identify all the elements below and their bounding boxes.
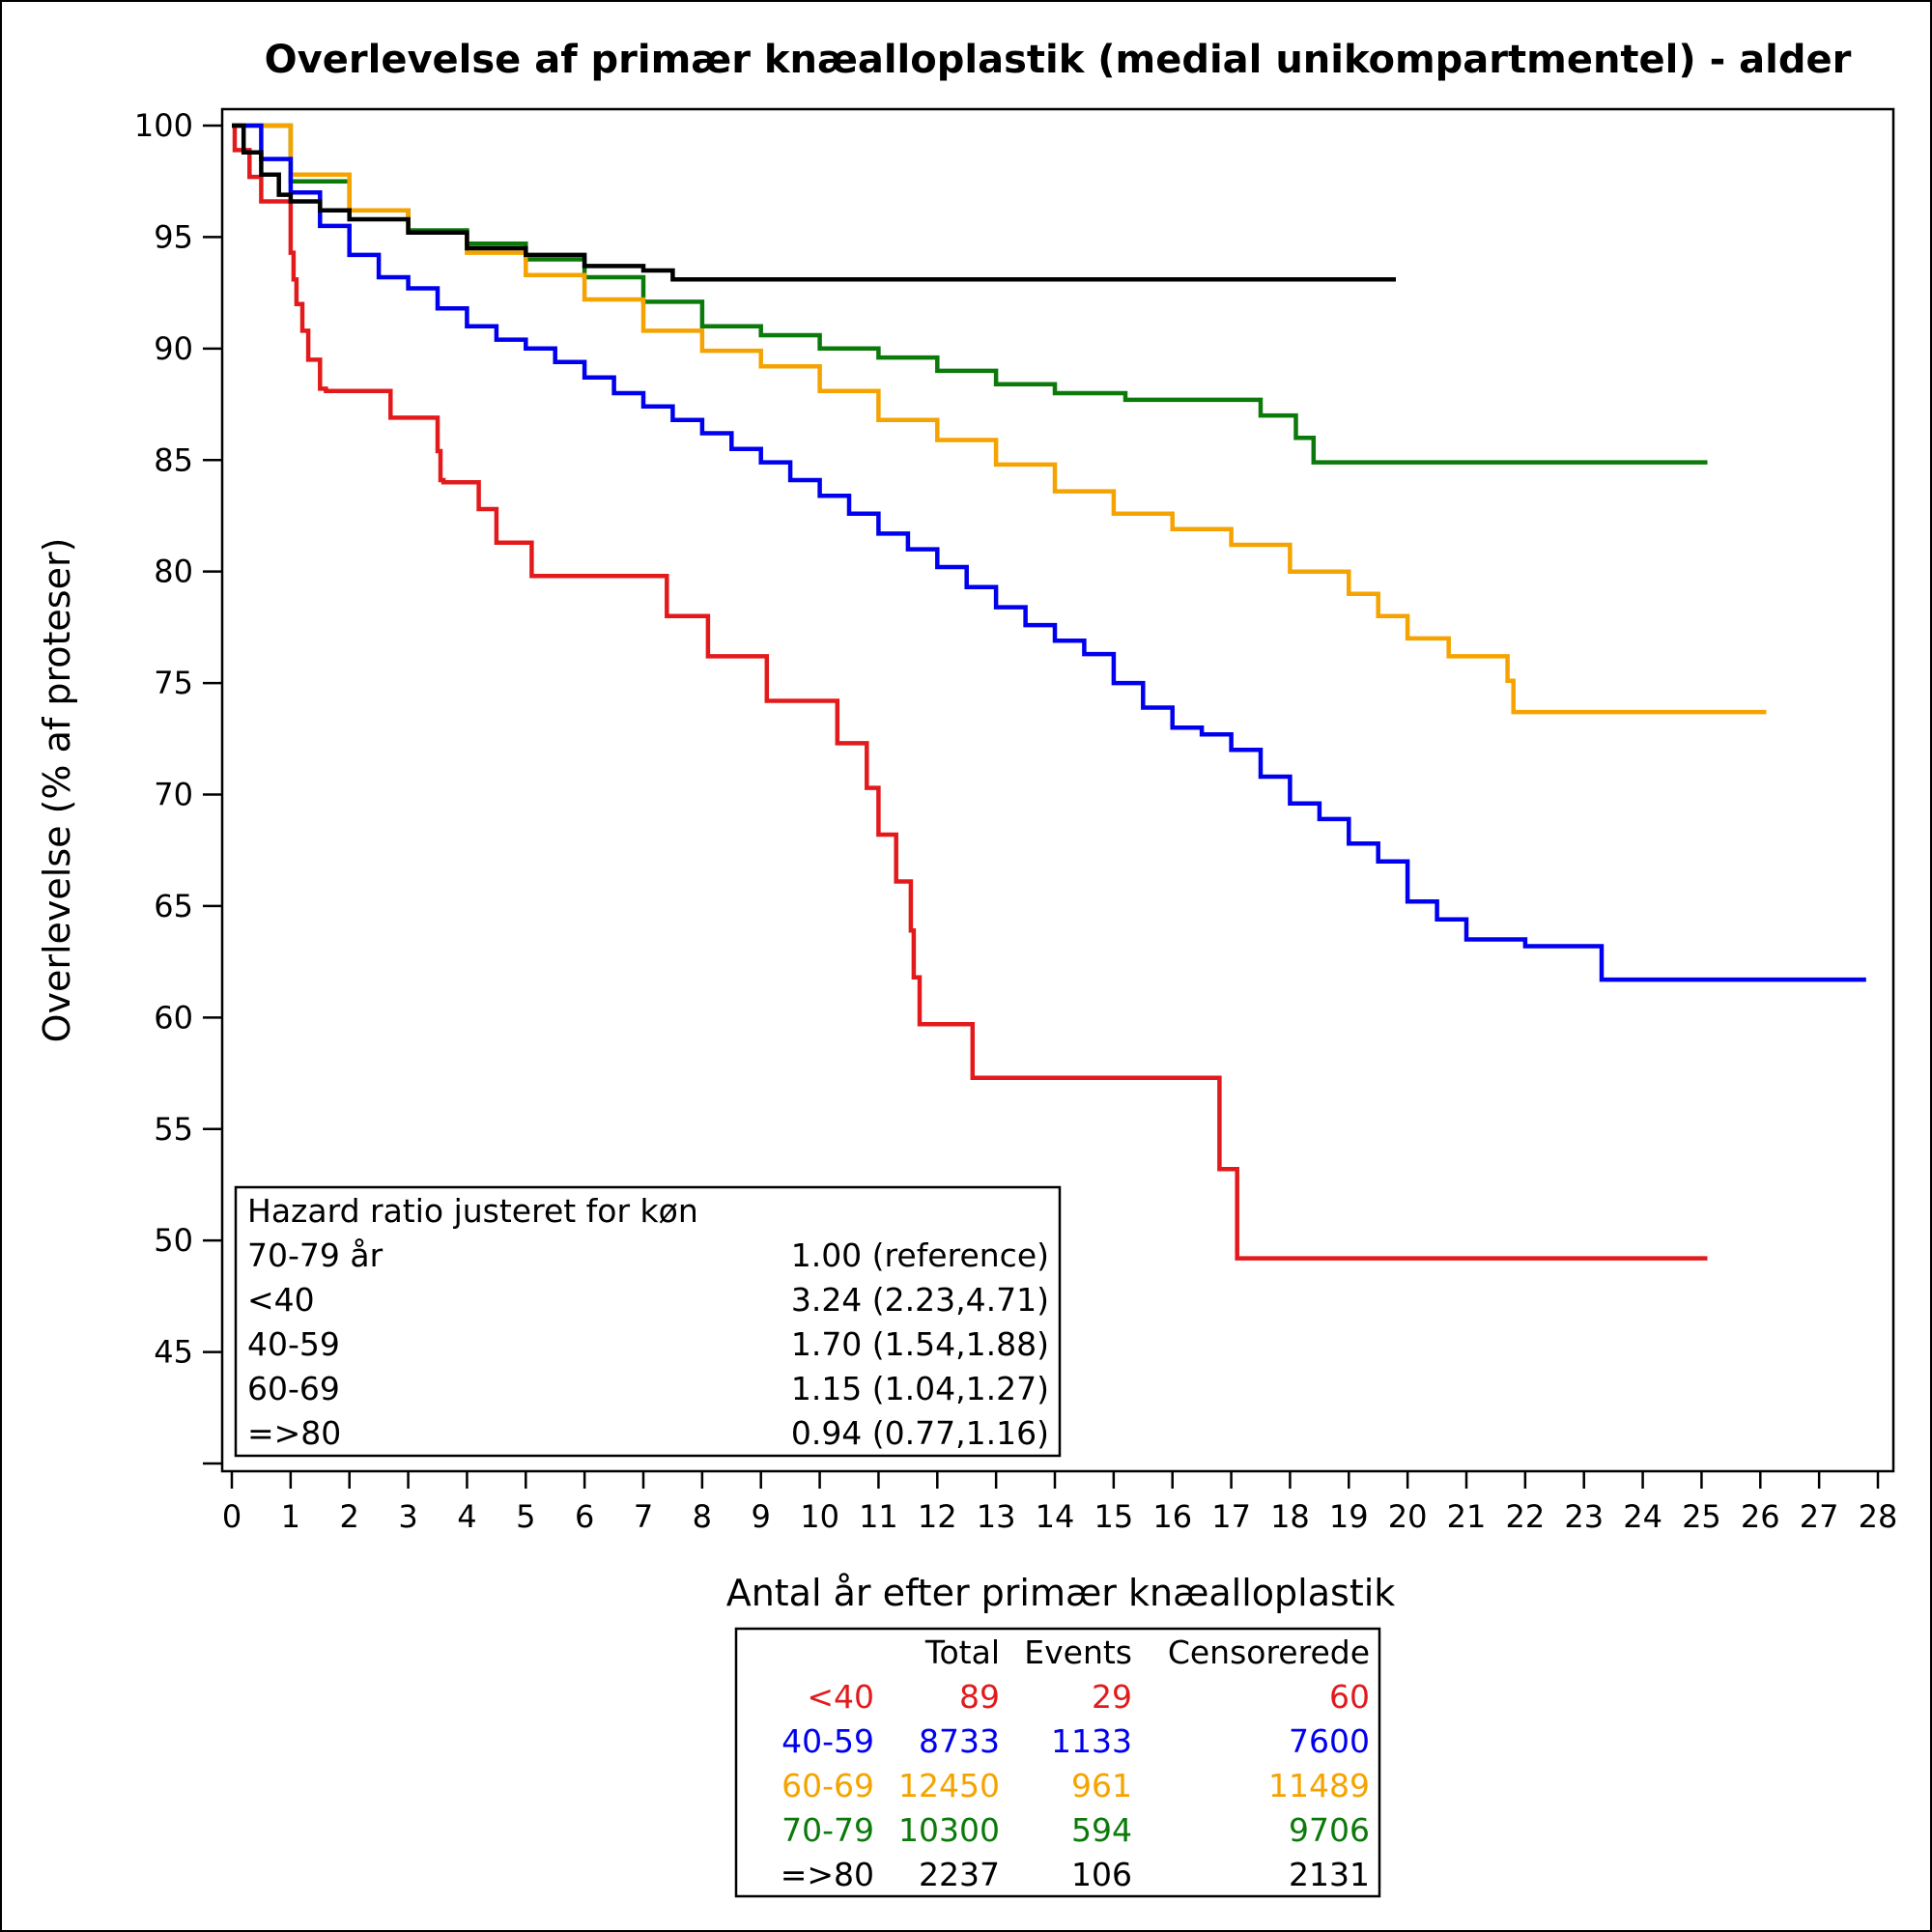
table-cell-events: 29 xyxy=(1092,1678,1132,1716)
series-layer xyxy=(232,123,1866,1261)
y-tick-label: 45 xyxy=(154,1334,193,1371)
hr-row-label: 70-79 år xyxy=(247,1236,384,1274)
x-axis-title: Antal år efter primær knæalloplastik xyxy=(726,1572,1396,1614)
x-tick-label: 26 xyxy=(1741,1498,1780,1535)
y-tick-label: 65 xyxy=(154,888,193,924)
hr-row-value: 3.24 (2.23,4.71) xyxy=(791,1281,1049,1319)
table-cell-censored: 9706 xyxy=(1289,1811,1370,1849)
table-cell-censored: 7600 xyxy=(1289,1722,1370,1760)
table-cell-events: 1133 xyxy=(1051,1722,1132,1760)
table-cell-group: =>80 xyxy=(781,1856,874,1893)
x-tick-label: 6 xyxy=(575,1498,594,1535)
y-tick-label: 50 xyxy=(154,1222,193,1259)
y-tick-label: 95 xyxy=(154,218,193,255)
table-cell-censored: 60 xyxy=(1329,1678,1370,1716)
x-tick-label: 11 xyxy=(859,1498,898,1535)
x-tick-label: 17 xyxy=(1211,1498,1251,1535)
table-cell-total: 12450 xyxy=(898,1767,1000,1804)
counts-table-frame xyxy=(734,1627,1381,1898)
hazard-ratio-frame xyxy=(234,1185,1062,1458)
y-tick-label: 80 xyxy=(154,554,193,590)
table-header-censored: Censorerede xyxy=(1168,1634,1370,1671)
x-tick-label: 23 xyxy=(1564,1498,1604,1535)
series-line-3 xyxy=(232,123,1708,465)
x-tick-label: 20 xyxy=(1388,1498,1428,1535)
x-tick-label: 19 xyxy=(1329,1498,1369,1535)
table-cell-total: 89 xyxy=(959,1678,1000,1716)
table-rows: <40 89 29 60 40-59 8733 1133 7600 60-69 12450 961 1… xyxy=(781,1678,1370,1893)
table-cell-censored: 11489 xyxy=(1268,1767,1370,1804)
series-line-0 xyxy=(232,123,1708,1261)
x-tick-label: 0 xyxy=(222,1498,242,1535)
x-tick-label: 10 xyxy=(800,1498,839,1535)
x-tick-label: 22 xyxy=(1505,1498,1545,1535)
x-tick-label: 24 xyxy=(1623,1498,1662,1535)
x-tick-label: 5 xyxy=(516,1498,535,1535)
table-cell-group: <40 xyxy=(807,1678,874,1716)
table-cell-events: 594 xyxy=(1071,1811,1132,1849)
hr-row-value: 1.70 (1.54,1.88) xyxy=(791,1325,1049,1363)
y-tick-label: 90 xyxy=(154,330,193,367)
y-tick-label: 60 xyxy=(154,999,193,1036)
y-tick-label: 100 xyxy=(134,107,193,144)
table-cell-total: 2237 xyxy=(919,1856,1000,1893)
table-cell-group: 70-79 xyxy=(781,1811,874,1849)
table-cell-events: 106 xyxy=(1071,1856,1132,1893)
hr-row-value: 1.00 (reference) xyxy=(791,1236,1049,1274)
table-header-events: Events xyxy=(1024,1634,1132,1671)
x-tick-label: 14 xyxy=(1036,1498,1075,1535)
x-tick-label: 13 xyxy=(977,1498,1016,1535)
counts-table: Total Events Censorerede <40 89 29 60 40-59 8… xyxy=(734,1627,1381,1898)
y-axis-title: Overlevelse (% af proteser) xyxy=(36,538,78,1043)
x-tick-label: 21 xyxy=(1447,1498,1487,1535)
table-cell-total: 8733 xyxy=(919,1722,1000,1760)
hr-row-value: 0.94 (0.77,1.16) xyxy=(791,1414,1049,1452)
table-header-total: Total xyxy=(924,1634,1000,1671)
y-tick-label: 55 xyxy=(154,1111,193,1148)
series-line-1 xyxy=(232,123,1866,982)
x-tick-label: 1 xyxy=(281,1498,300,1535)
series-line-4 xyxy=(232,123,1396,282)
y-tick-label: 70 xyxy=(154,777,193,813)
hr-row-value: 1.15 (1.04,1.27) xyxy=(791,1370,1049,1407)
hr-row-label: 40-59 xyxy=(247,1325,340,1363)
hazard-ratio-box: Hazard ratio justeret for køn 70-79 år 1… xyxy=(234,1185,1062,1458)
x-tick-label: 25 xyxy=(1682,1498,1721,1535)
y-axis: 45 50 55 60 65 70 75 80 85 90 95 100 xyxy=(134,107,222,1465)
table-cell-total: 10300 xyxy=(898,1811,1000,1849)
x-axis: 0 1 2 3 4 5 6 7 8 9 10 11 12 13 14 15 16 17 18 19 20 21 22 23 24… xyxy=(222,1471,1898,1535)
hr-row-label: <40 xyxy=(247,1281,315,1319)
hazard-ratio-title: Hazard ratio justeret for køn xyxy=(247,1192,698,1230)
x-tick-label: 7 xyxy=(634,1498,653,1535)
x-tick-label: 3 xyxy=(398,1498,417,1535)
table-cell-group: 60-69 xyxy=(781,1767,874,1804)
x-tick-label: 18 xyxy=(1270,1498,1310,1535)
table-cell-censored: 2131 xyxy=(1289,1856,1370,1893)
hr-row-label: 60-69 xyxy=(247,1370,340,1407)
y-tick-label: 75 xyxy=(154,665,193,701)
x-tick-label: 15 xyxy=(1094,1498,1133,1535)
x-tick-label: 27 xyxy=(1800,1498,1839,1535)
x-tick-label: 8 xyxy=(693,1498,712,1535)
plot-frame xyxy=(220,107,1895,1473)
chart-title: Overlevelse af primær knæalloplastik (me… xyxy=(265,38,1852,82)
x-tick-label: 12 xyxy=(918,1498,957,1535)
hr-row-label: =>80 xyxy=(247,1414,341,1452)
table-cell-group: 40-59 xyxy=(781,1722,874,1760)
table-cell-events: 961 xyxy=(1071,1767,1132,1804)
y-tick-label: 85 xyxy=(154,441,193,478)
x-tick-label: 28 xyxy=(1859,1498,1898,1535)
x-tick-label: 9 xyxy=(752,1498,771,1535)
x-tick-label: 4 xyxy=(457,1498,476,1535)
x-tick-label: 2 xyxy=(340,1498,359,1535)
series-line-2 xyxy=(232,123,1767,715)
x-tick-label: 16 xyxy=(1152,1498,1192,1535)
